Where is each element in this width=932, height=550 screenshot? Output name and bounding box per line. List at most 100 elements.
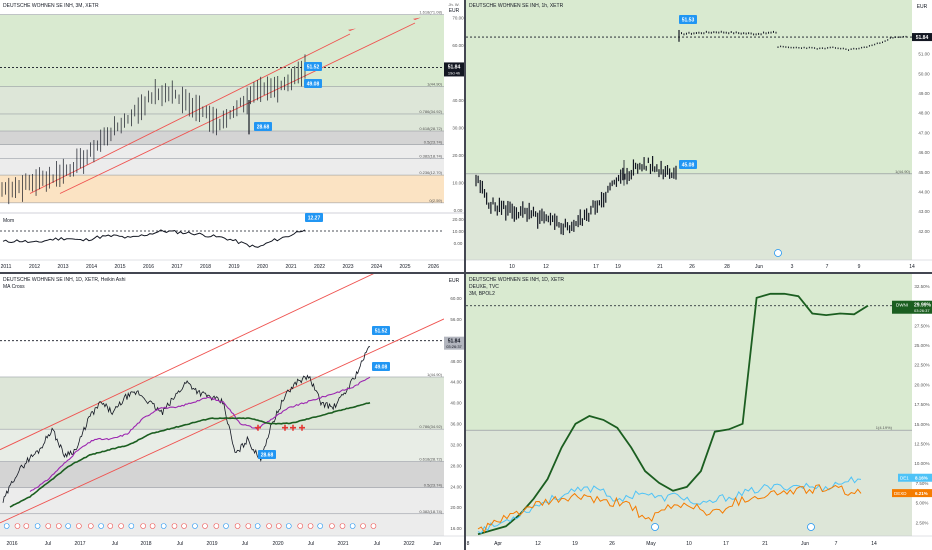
chart-compare-svg[interactable]: 1(4.19%)32.50%30.00%27.50%25.00%22.50%20… <box>466 274 932 550</box>
dwni-tag: DWNI <box>896 303 908 308</box>
x-tick-label: 12 <box>543 264 549 270</box>
x-tick-label: 26 <box>609 541 615 547</box>
price-tag: 51.84 <box>448 339 461 345</box>
callout-momentum: 12.27 <box>308 216 321 222</box>
price-tag: 51.84 <box>448 64 461 70</box>
panel-1d-heikin-chart[interactable]: 1(44.90) 0.786(34.92) 0.618(28.72) 0.5(23.7… <box>0 274 464 550</box>
y-tick-label: 48.00 <box>450 359 462 364</box>
x-tick-label: 2017 <box>171 264 182 270</box>
y-tick-label: 40.00 <box>452 98 464 103</box>
x-tick-label: 2018 <box>140 541 151 547</box>
event-marker <box>160 523 167 529</box>
fib-zone-light <box>0 144 444 176</box>
event-marker <box>3 523 10 529</box>
x-tick-label: 2021 <box>337 541 348 547</box>
dwni-tag-sub: 03:26:37 <box>914 308 930 313</box>
momentum-tick: 10.00 <box>452 229 464 234</box>
zone-lower <box>0 429 444 462</box>
callout-low-bg <box>679 160 697 169</box>
event-marker <box>118 523 124 529</box>
ma-cross-marker <box>299 424 305 431</box>
zone-light <box>0 487 444 536</box>
callout-high: 51.53 <box>682 18 695 24</box>
blue-tag: DE1 <box>900 476 909 481</box>
y-tick-label: 20.00 <box>452 153 464 158</box>
x-tick-label: 2013 <box>57 264 68 270</box>
event-marker <box>339 523 346 529</box>
x-tick-label: 2020 <box>257 264 268 270</box>
blue-tag-bg <box>898 473 932 482</box>
fib-label: 1.618(71.08) <box>419 10 442 15</box>
callout-high: 51.52 <box>307 65 320 71</box>
y-tick-label: 50.00 <box>918 71 930 76</box>
currency-top: Jh. W. <box>448 2 459 7</box>
indicator-label: MA Cross <box>3 284 25 290</box>
x-tick-label: 12 <box>535 541 541 547</box>
momentum-tick: 0.00 <box>454 241 463 246</box>
price-line <box>2 346 370 503</box>
y-tick-label: 45.00 <box>918 170 930 175</box>
fib-label: 0.618(28.72) <box>419 457 442 462</box>
callout-low-bg <box>304 79 322 88</box>
panel-1h-chart[interactable]: 1(44.90)51.5345.08EUR52.0051.0050.0049.0… <box>466 0 932 272</box>
y-tick-label: 15.00% <box>914 422 929 427</box>
fib-label: 0.786(34.92) <box>419 109 442 114</box>
fib-label: 1(4.19%) <box>876 425 893 430</box>
x-tick-label: 2012 <box>29 264 40 270</box>
callout-high-bg <box>679 15 697 24</box>
x-tick-label: Jul <box>177 541 183 547</box>
x-tick-label: 2022 <box>314 264 325 270</box>
panel-3m-chart[interactable]: 1.618(71.08) 1(44.90) 0.786(34.92) 0.618(28… <box>0 0 464 272</box>
y-tick-label: 44.00 <box>450 380 462 385</box>
x-tick-label: Jul <box>112 541 118 547</box>
zone-mid <box>466 173 912 260</box>
y-tick-label: 47.00 <box>918 130 930 135</box>
x-tick-label: 3 <box>791 264 794 270</box>
chart-3m-svg[interactable]: 1.618(71.08) 1(44.90) 0.786(34.92) 0.618(28… <box>0 0 464 272</box>
momentum-label: Mom <box>3 218 14 224</box>
zone-mid <box>466 430 912 536</box>
y-tick-label: 43.00 <box>918 209 930 214</box>
fib-zone-gray <box>0 131 444 145</box>
fib-label: 0(2.59) <box>429 198 442 203</box>
panel-compare-chart[interactable]: 1(4.19%)32.50%30.00%27.50%25.00%22.50%20… <box>466 274 932 550</box>
y-tick-label: 32.50% <box>914 284 929 289</box>
event-marker <box>213 523 220 529</box>
compare-label-2: 3M, BPOL2 <box>469 291 495 297</box>
fib-label: 1(44.90) <box>427 372 443 377</box>
panel-divider-vertical[interactable] <box>464 0 466 550</box>
channel-line-upper <box>29 33 351 194</box>
event-marker <box>45 523 52 529</box>
x-tick-label: 2017 <box>74 541 85 547</box>
chart-title: DEUTSCHE WOHNEN SE INH, 3M, XETR <box>3 3 99 9</box>
x-tick-label: Apr <box>494 541 502 547</box>
chart-1d-heikin-svg[interactable]: 1(44.90) 0.786(34.92) 0.618(28.72) 0.5(23.7… <box>0 274 464 550</box>
event-marker <box>307 523 314 529</box>
fib-zone-mid <box>0 86 444 132</box>
y-tick-label: 2.50% <box>916 520 929 525</box>
y-tick-label: 20.00 <box>450 505 462 510</box>
event-marker <box>370 523 377 529</box>
event-marker <box>245 523 252 529</box>
x-tick-label: 26 <box>689 264 695 270</box>
y-tick-label: 51.00 <box>918 52 930 57</box>
x-tick-label: 21 <box>657 264 663 270</box>
y-tick-label: 0.00 <box>454 208 463 213</box>
price-tag-sub: 19d 4h <box>448 70 460 75</box>
x-tick-label: 10 <box>509 264 515 270</box>
event-marker <box>107 523 114 529</box>
chart-title: DEUTSCHE WOHNEN SE INH, 1D, XETR, Heikin… <box>3 277 126 283</box>
price-axis-bg <box>912 0 932 272</box>
event-marker <box>349 523 356 529</box>
event-marker <box>149 523 156 529</box>
x-tick-label: 28 <box>724 264 730 270</box>
y-tick-label: 40.00 <box>450 401 462 406</box>
x-tick-label: 21 <box>762 541 768 547</box>
fib-label: 0.786(34.92) <box>419 424 442 429</box>
chart-1h-svg[interactable]: 1(44.90)51.5345.08EUR52.0051.0050.0049.0… <box>466 0 932 272</box>
ma-cross-marker <box>255 424 261 431</box>
blue-line <box>477 476 862 534</box>
panel-divider-horizontal[interactable] <box>0 272 932 274</box>
x-tick-label: 19 <box>615 264 621 270</box>
x-tick-label: 7 <box>826 264 829 270</box>
